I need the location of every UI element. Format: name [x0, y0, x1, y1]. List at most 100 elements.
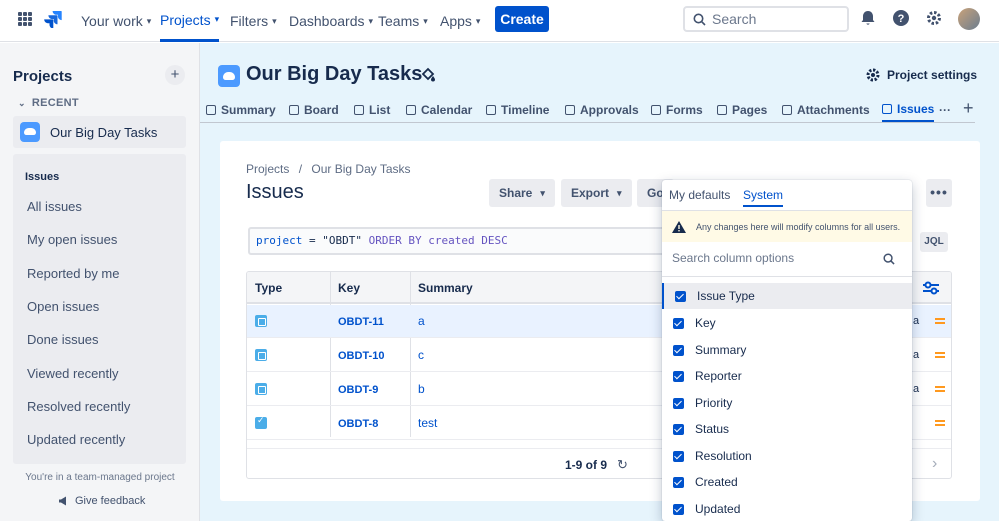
- tab-issues[interactable]: Issues: [882, 98, 935, 122]
- tab-approvals[interactable]: Approvals: [565, 98, 639, 122]
- jql-query-input[interactable]: project = "OBDT" ORDER BY created DESC: [248, 227, 668, 255]
- nav-dashboards-label: Dashboards: [289, 13, 365, 29]
- table-row[interactable]: OBDT-9 b a: [247, 373, 951, 406]
- settings-gear-icon[interactable]: [925, 9, 943, 27]
- jql-toggle-button[interactable]: JQL: [920, 232, 948, 252]
- issue-key[interactable]: OBDT-9: [338, 384, 379, 396]
- column-option-label: Reporter: [695, 369, 742, 383]
- jira-logo-icon[interactable]: [44, 10, 62, 28]
- tab-board[interactable]: Board: [289, 98, 339, 122]
- tab-board-label: Board: [304, 103, 339, 117]
- project-settings-button[interactable]: Project settings: [865, 67, 977, 83]
- jql-order: ORDER BY: [368, 234, 422, 247]
- svg-text:?: ?: [898, 13, 905, 25]
- breadcrumb-separator: /: [298, 162, 303, 176]
- top-navigation: Your work ▾ Projects ▾ Filters ▾ Dashboards…: [0, 0, 999, 42]
- sidebar-link-my-open-issues[interactable]: My open issues: [27, 232, 118, 247]
- sidebar-link-all-issues[interactable]: All issues: [27, 199, 82, 214]
- nav-projects-label: Projects: [160, 11, 211, 28]
- tab-attachments[interactable]: Attachments: [782, 98, 870, 122]
- add-project-icon[interactable]: +: [165, 65, 185, 85]
- checkbox-checked-icon[interactable]: [673, 370, 684, 382]
- sidebar-link-viewed-recently[interactable]: Viewed recently: [27, 366, 119, 381]
- help-icon[interactable]: ?: [892, 9, 910, 27]
- checkbox-checked-icon[interactable]: [673, 503, 684, 515]
- tab-calendar[interactable]: Calendar: [406, 98, 472, 122]
- issue-key[interactable]: OBDT-11: [338, 316, 384, 328]
- chevron-right-icon[interactable]: ›: [932, 455, 938, 472]
- nav-your-work[interactable]: Your work ▾: [81, 0, 151, 42]
- tab-pages[interactable]: Pages: [717, 98, 767, 122]
- jql-value: "OBDT": [322, 234, 362, 247]
- nav-filters[interactable]: Filters ▾: [230, 0, 277, 42]
- nav-projects[interactable]: Projects ▾: [160, 0, 220, 42]
- column-option-resolution[interactable]: Resolution: [662, 443, 912, 469]
- issue-key[interactable]: OBDT-10: [338, 350, 385, 362]
- nav-dashboards[interactable]: Dashboards ▾: [289, 0, 373, 42]
- column-option-updated[interactable]: Updated: [662, 496, 912, 521]
- checkbox-checked-icon[interactable]: [673, 423, 684, 435]
- sidebar-link-done-issues[interactable]: Done issues: [27, 332, 99, 347]
- nav-teams[interactable]: Teams ▾: [378, 0, 428, 42]
- search-divider: [662, 276, 912, 277]
- nav-apps[interactable]: Apps ▾: [440, 0, 480, 42]
- column-search-input[interactable]: Search column options: [672, 251, 795, 265]
- checkbox-checked-icon[interactable]: [673, 397, 684, 409]
- app-switcher-icon[interactable]: [18, 12, 32, 26]
- sidebar-link-open-issues[interactable]: Open issues: [27, 299, 100, 314]
- tab-timeline[interactable]: Timeline: [486, 98, 549, 122]
- refresh-icon[interactable]: ↻: [617, 457, 628, 472]
- share-button[interactable]: Share ▾: [489, 179, 555, 207]
- column-option-reporter[interactable]: Reporter: [662, 363, 912, 389]
- tab-summary[interactable]: Summary: [206, 98, 276, 122]
- sidebar-link-reported-by-me[interactable]: Reported by me: [27, 266, 120, 281]
- column-header-key[interactable]: Key: [338, 281, 361, 295]
- column-option-summary[interactable]: Summary: [662, 337, 912, 363]
- issue-summary[interactable]: a: [418, 314, 425, 328]
- tab-forms[interactable]: Forms: [651, 98, 703, 122]
- search-input[interactable]: Search: [683, 6, 849, 32]
- export-button[interactable]: Export ▾: [561, 179, 632, 207]
- paint-bucket-icon[interactable]: [420, 67, 436, 83]
- forms-icon: [651, 105, 661, 115]
- checkbox-checked-icon[interactable]: [673, 317, 684, 329]
- issue-summary[interactable]: c: [418, 348, 424, 362]
- sidebar-link-updated-recently[interactable]: Updated recently: [27, 432, 126, 447]
- checkbox-checked-icon[interactable]: [675, 290, 686, 302]
- go-label: Go: [647, 186, 664, 200]
- issue-summary[interactable]: test: [418, 416, 438, 430]
- breadcrumb-project[interactable]: Our Big Day Tasks: [311, 162, 411, 176]
- column-header-summary[interactable]: Summary: [418, 281, 473, 295]
- issue-summary[interactable]: b: [418, 382, 425, 396]
- pagination-count: 1-9 of 9: [565, 458, 608, 472]
- column-option-status[interactable]: Status: [662, 416, 912, 442]
- column-option-key[interactable]: Key: [662, 310, 912, 336]
- give-feedback-link[interactable]: Give feedback: [58, 495, 145, 507]
- tab-more-icon[interactable]: ···: [939, 103, 951, 117]
- subtask-type-icon: [255, 383, 267, 395]
- recent-section[interactable]: ⌄ RECENT: [18, 97, 79, 109]
- breadcrumb-projects[interactable]: Projects: [246, 162, 290, 176]
- tab-my-defaults[interactable]: My defaults: [669, 188, 731, 202]
- issue-key[interactable]: OBDT-8: [338, 418, 379, 430]
- sidebar-link-resolved-recently[interactable]: Resolved recently: [27, 399, 131, 414]
- column-header-type[interactable]: Type: [255, 281, 283, 295]
- tab-system[interactable]: System: [743, 188, 784, 207]
- checkbox-checked-icon[interactable]: [673, 344, 684, 356]
- tab-list[interactable]: List: [354, 98, 390, 122]
- more-actions-icon[interactable]: •••: [926, 179, 952, 207]
- checkbox-checked-icon[interactable]: [673, 450, 684, 462]
- column-option-created[interactable]: Created: [662, 469, 912, 495]
- column-option-priority[interactable]: Priority: [662, 390, 912, 416]
- column-config-icon[interactable]: [919, 278, 943, 298]
- notifications-icon[interactable]: [859, 9, 877, 27]
- table-row[interactable]: OBDT-8 test: [247, 407, 951, 440]
- column-option-issue-type[interactable]: Issue Type: [662, 283, 912, 309]
- sidebar-project-item[interactable]: Our Big Day Tasks: [13, 116, 186, 148]
- dropdown-tabs-divider: [662, 210, 912, 211]
- add-tab-icon[interactable]: +: [963, 98, 974, 118]
- create-button[interactable]: Create: [495, 6, 549, 32]
- checkbox-checked-icon[interactable]: [673, 476, 684, 488]
- user-avatar[interactable]: [958, 8, 980, 30]
- table-row[interactable]: OBDT-10 c a: [247, 339, 951, 372]
